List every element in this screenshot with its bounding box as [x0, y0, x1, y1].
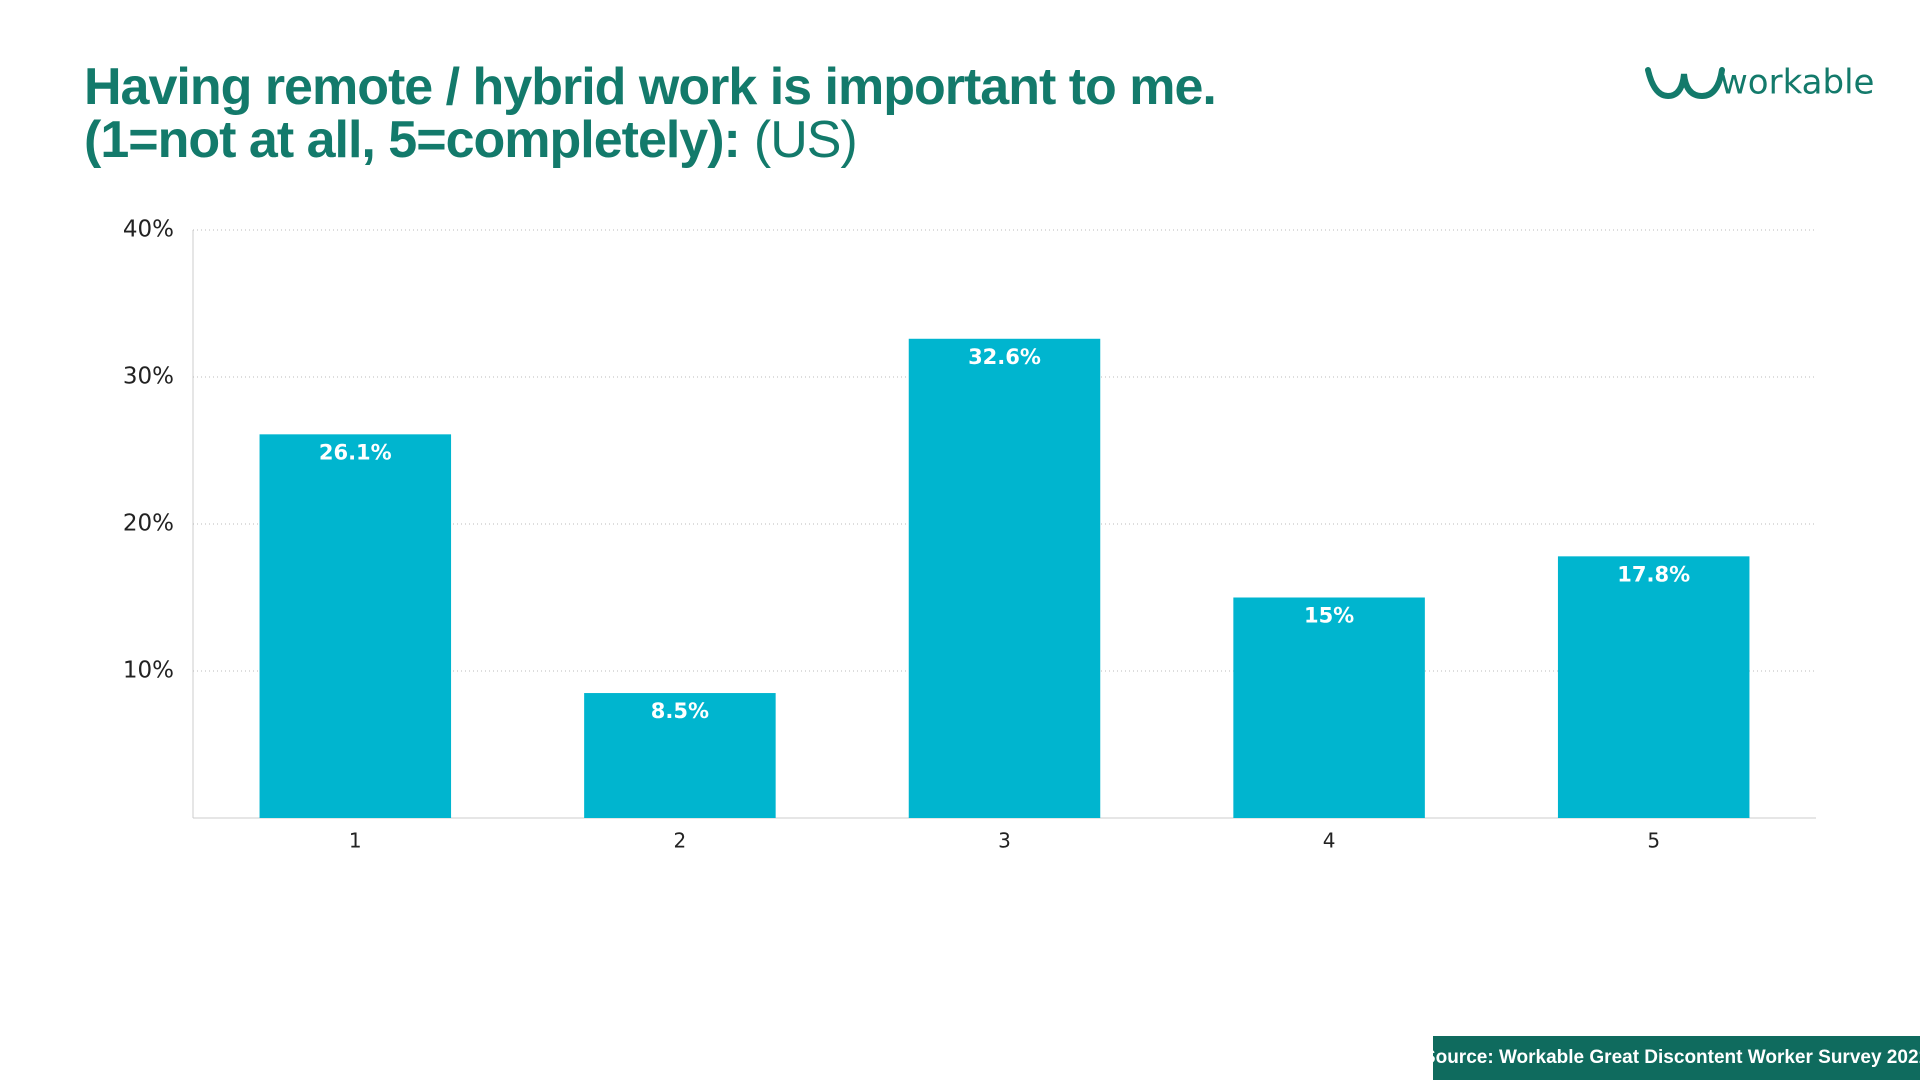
chart-title-part: (1=not at all, 5=completely):	[84, 111, 740, 169]
y-tick-label: 10%	[123, 658, 174, 684]
bar	[1557, 556, 1750, 818]
logo-text: workable	[1720, 63, 1874, 103]
data-label: 32.6%	[968, 345, 1041, 369]
x-tick-label: 5	[1647, 829, 1660, 853]
chart-title: (1=not at all, 5=completely): (US)	[84, 111, 857, 169]
data-label: 8.5%	[651, 699, 709, 723]
x-tick-label: 2	[674, 829, 687, 853]
chart-title-suffix: (US)	[754, 111, 857, 169]
data-label: 15%	[1304, 604, 1354, 628]
data-label: 17.8%	[1617, 562, 1690, 586]
source-box	[1433, 1036, 1920, 1080]
bar	[584, 693, 776, 818]
bar	[1233, 597, 1425, 818]
x-tick-label: 4	[1323, 829, 1336, 853]
y-tick-label: 40%	[123, 217, 174, 243]
data-label: 26.1%	[319, 440, 392, 464]
bar	[259, 434, 452, 818]
y-tick-label: 30%	[123, 364, 174, 390]
logo-icon	[1645, 67, 1725, 100]
chart-title: Having remote / hybrid work is important…	[84, 58, 1216, 116]
y-tick-label: 20%	[123, 511, 174, 537]
source: Source: Workable Great Discontent Worker…	[1423, 1047, 1920, 1068]
x-tick-label: 3	[998, 829, 1011, 853]
bar	[908, 338, 1101, 818]
logo: workable	[1645, 63, 1874, 103]
x-tick-label: 1	[349, 829, 362, 853]
